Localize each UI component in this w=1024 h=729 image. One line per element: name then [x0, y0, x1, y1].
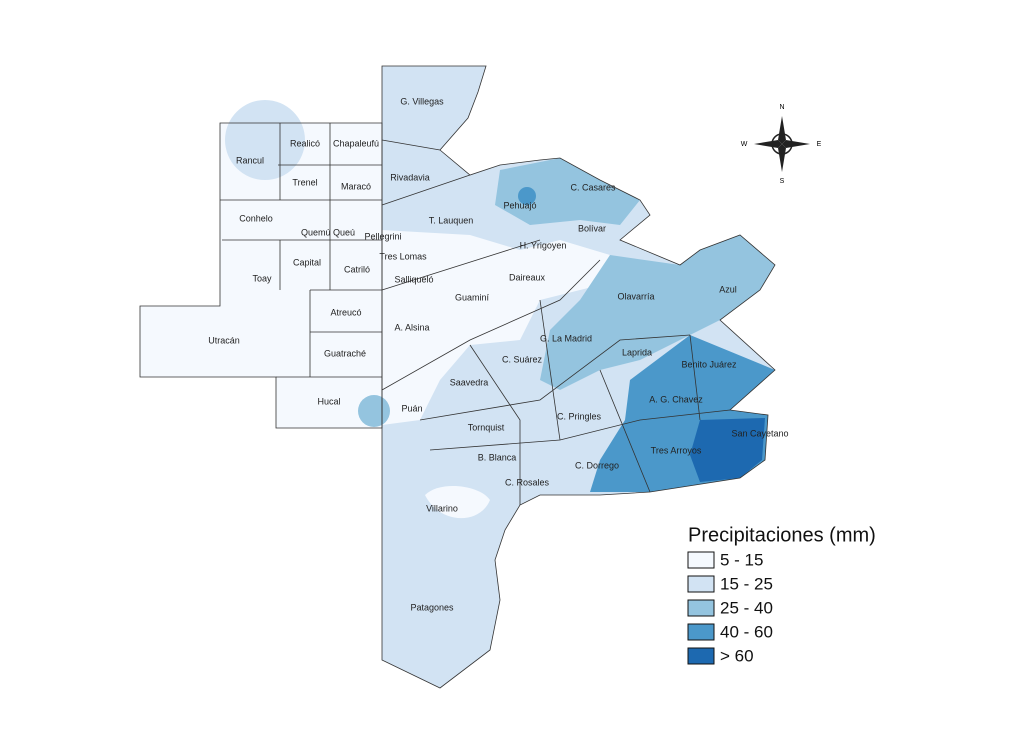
precip-zone: [382, 230, 610, 425]
district-label: A. G. Chavez: [649, 394, 703, 404]
district-label: Rancul: [236, 155, 264, 165]
legend-label: > 60: [720, 646, 754, 665]
compass: N W E S: [741, 104, 822, 185]
district-label: G. La Madrid: [540, 333, 592, 343]
precip-zone: [540, 235, 775, 390]
district-label: C. Casares: [570, 182, 616, 192]
district-label: Saavedra: [450, 377, 489, 387]
precip-zone: [495, 158, 640, 225]
district-label: C. Pringles: [557, 411, 602, 421]
district-label: Tres Lomas: [379, 251, 427, 261]
legend-swatch: [687, 551, 715, 569]
precip-zone: [425, 485, 490, 519]
district-label: Guaminí: [455, 292, 490, 302]
district-label: Patagones: [410, 602, 454, 612]
district-label: Realicó: [290, 138, 320, 148]
district-label: Bolívar: [578, 223, 606, 233]
legend-label: 5 - 15: [720, 550, 763, 569]
boundaries: [139, 65, 776, 689]
legend-label: 40 - 60: [720, 622, 773, 641]
district-label: Pellegrini: [364, 231, 401, 241]
district-label: Olavarría: [617, 291, 654, 301]
compass-w: W: [741, 141, 748, 148]
compass-s: S: [780, 178, 785, 185]
district-label: Maracó: [341, 181, 371, 191]
compass-arrow: [778, 144, 786, 172]
legend-swatch: [687, 623, 715, 641]
district-label: G. Villegas: [400, 96, 444, 106]
district-label: Guatraché: [324, 348, 366, 358]
district-label: Rivadavia: [390, 172, 430, 182]
district-border: [220, 123, 731, 505]
district-label: Catriló: [344, 264, 370, 274]
district-label: Puán: [401, 403, 422, 413]
district-label: C. Dorrego: [575, 460, 619, 470]
compass-e: E: [817, 141, 822, 148]
district-label: Atreucó: [330, 307, 361, 317]
compass-arrow: [778, 116, 786, 144]
district-label: A. Alsina: [394, 322, 429, 332]
district-label: T. Lauquen: [429, 215, 474, 225]
district-label: B. Blanca: [478, 452, 517, 462]
district-label: C. Suárez: [502, 354, 543, 364]
district-label: San Cayetano: [731, 428, 788, 438]
district-label: Salliqueló: [394, 274, 433, 284]
district-label: C. Rosales: [505, 477, 550, 487]
district-label: Hucal: [317, 396, 340, 406]
legend-title: Precipitaciones (mm): [688, 524, 876, 546]
district-label: Conhelo: [239, 213, 273, 223]
compass-arrow: [754, 140, 782, 148]
district-label: Capital: [293, 257, 321, 267]
district-label: Toay: [252, 273, 272, 283]
precip-zone: [690, 418, 765, 482]
district-label: Villarino: [426, 503, 458, 513]
district-label: Azul: [719, 284, 737, 294]
district-label: Chapaleufú: [333, 138, 379, 148]
legend-swatch: [687, 647, 715, 665]
compass-ring: [771, 133, 793, 155]
compass-n: N: [779, 104, 784, 111]
district-label: H. Yrigoyen: [520, 240, 567, 250]
precip-zone: [225, 100, 305, 180]
compass-arrow: [782, 140, 810, 148]
province-border: [381, 65, 776, 689]
district-label: Laprida: [622, 347, 652, 357]
district-label: Tornquist: [468, 422, 505, 432]
legend: Precipitaciones (mm) 5 - 15 15 - 25 25 - 4…: [687, 524, 876, 665]
district-labels: G. Villegas Realicó Chapaleufú Rancul Rivada…: [208, 96, 788, 612]
district-label: Benito Juárez: [681, 359, 737, 369]
district-label: Tres Arroyos: [651, 445, 702, 455]
legend-label: 15 - 25: [720, 574, 773, 593]
district-label: Pehuajó: [503, 200, 536, 210]
district-label: Quemú Queú: [301, 227, 355, 237]
legend-swatch: [687, 575, 715, 593]
legend-label: 25 - 40: [720, 598, 773, 617]
district-label: Daireaux: [509, 272, 546, 282]
la-pampa: [140, 123, 382, 428]
regions: [140, 66, 775, 688]
precip-zone: [518, 187, 536, 205]
legend-swatch: [687, 599, 715, 617]
district-label: Trenel: [292, 177, 317, 187]
precip-zone: [358, 395, 390, 427]
district-label: Utracán: [208, 335, 240, 345]
